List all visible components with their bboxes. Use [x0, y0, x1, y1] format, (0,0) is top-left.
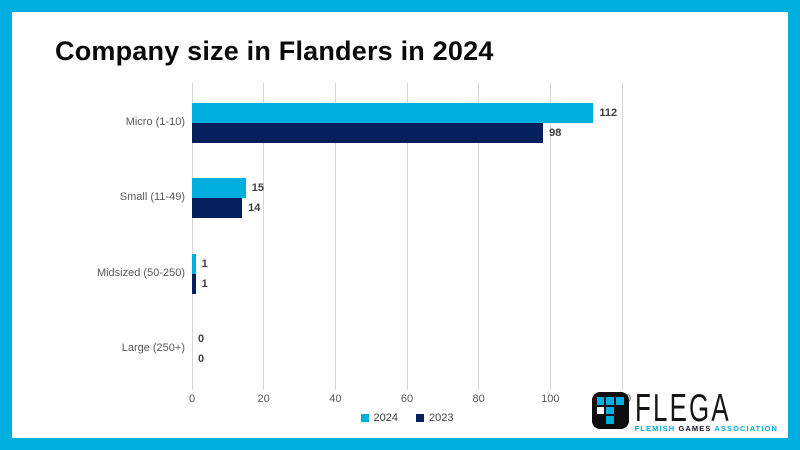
- x-tick-label: 40: [329, 393, 342, 405]
- plot-area: 0204060801001201129815141100: [189, 83, 631, 405]
- bar-2024-0: [192, 102, 594, 123]
- legend-label-2023: 2023: [429, 412, 454, 424]
- tagline-games: GAMES: [678, 424, 712, 433]
- flega-logo-text: FLEGA FLEMISH GAMES ASSOCIATION: [634, 385, 778, 433]
- value-label: 15: [251, 182, 264, 195]
- flega-tagline: FLEMISH GAMES ASSOCIATION: [635, 424, 778, 433]
- bar-2023-0: [192, 122, 544, 143]
- x-tick-label: 20: [257, 393, 270, 405]
- flega-logo-icon: [591, 392, 629, 429]
- value-label: 14: [248, 202, 261, 215]
- category-label: Micro (1-10): [125, 115, 185, 128]
- gridline: [406, 83, 408, 390]
- bar-2023-1: [192, 198, 243, 219]
- legend: 2024 2023: [192, 412, 622, 424]
- bar-2024-2: [192, 253, 196, 274]
- tagline-flemish: FLEMISH: [634, 424, 676, 433]
- legend-label-2024: 2024: [373, 412, 398, 424]
- category-label: Midsized (50-250): [96, 266, 185, 279]
- category-label: Small (11-49): [119, 191, 185, 204]
- category-label: Large (250+): [121, 342, 185, 355]
- category-axis: Micro (1-10) Small (11-49) Midsized (50-25…: [12, 83, 185, 385]
- gridline: [478, 83, 480, 390]
- value-label: 112: [599, 106, 618, 119]
- legend-item-2023: 2023: [416, 412, 453, 424]
- chart-card: Company size in Flanders in 2024 Micro (…: [12, 12, 788, 438]
- gridline: [191, 83, 193, 390]
- flega-logo: FLEGA FLEMISH GAMES ASSOCIATION: [591, 385, 778, 433]
- x-tick-label: 0: [188, 393, 196, 405]
- value-label: 0: [198, 353, 205, 366]
- gridline: [549, 83, 551, 390]
- gridline: [334, 83, 336, 390]
- legend-swatch-2023: [416, 414, 424, 422]
- legend-item-2024: 2024: [360, 412, 398, 424]
- x-tick-label: 100: [541, 393, 560, 405]
- bar-2024-1: [192, 178, 246, 199]
- chart-title: Company size in Flanders in 2024: [55, 36, 494, 66]
- tagline-association: ASSOCIATION: [714, 424, 778, 433]
- value-label: 98: [549, 126, 562, 139]
- value-label: 0: [198, 333, 205, 346]
- flega-wordmark: FLEGA: [634, 385, 731, 430]
- x-tick-label: 60: [400, 393, 414, 405]
- x-tick-label: 80: [472, 393, 485, 405]
- bar-2023-2: [192, 273, 196, 294]
- gridline: [263, 83, 265, 390]
- legend-swatch-2024: [360, 414, 369, 422]
- value-label: 1: [201, 257, 208, 270]
- value-label: 1: [201, 277, 208, 290]
- gridline: [621, 83, 623, 390]
